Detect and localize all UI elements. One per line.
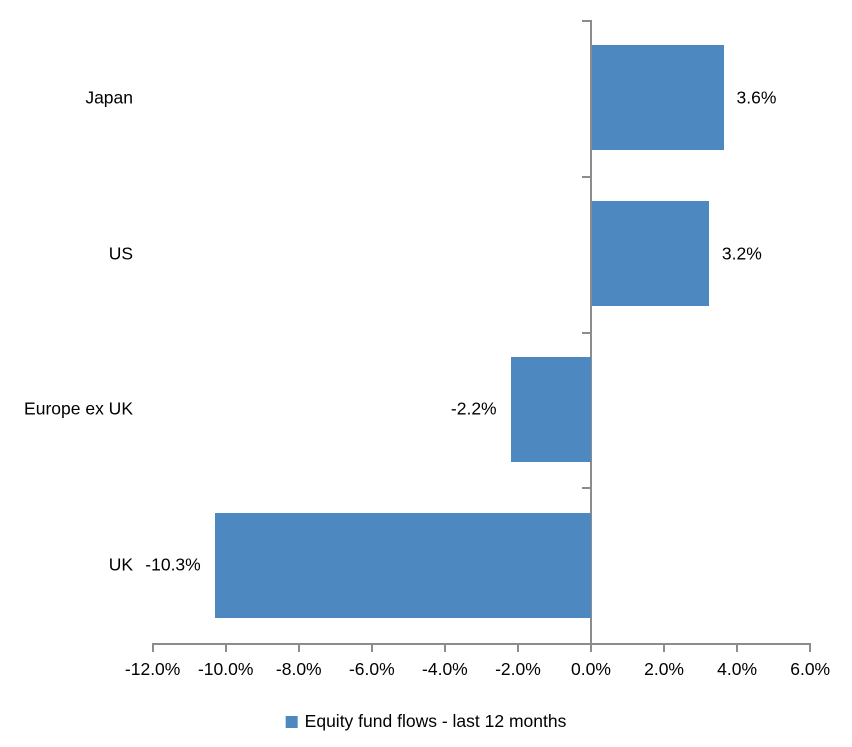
x-axis-tick xyxy=(663,643,666,652)
x-tick-label: 0.0% xyxy=(571,659,611,679)
bar-value-label: -2.2% xyxy=(450,398,497,419)
x-axis-tick xyxy=(809,643,812,652)
bar-value-label: -10.3% xyxy=(145,554,201,575)
bar-japan xyxy=(592,45,724,151)
bar-value-label: 3.2% xyxy=(721,243,762,264)
category-label: Japan xyxy=(85,87,133,108)
category-label: US xyxy=(108,243,133,264)
legend-swatch xyxy=(285,715,298,728)
x-axis-tick xyxy=(297,643,300,652)
y-axis-tick xyxy=(582,20,591,22)
x-tick-label: 4.0% xyxy=(717,659,758,679)
x-axis-tick xyxy=(516,643,519,652)
bar-uk xyxy=(214,512,591,618)
y-axis-tick xyxy=(582,487,591,490)
category-label: Europe ex UK xyxy=(24,398,133,419)
x-axis-tick xyxy=(370,643,373,652)
y-axis-line xyxy=(590,20,592,645)
x-tick-label: 6.0% xyxy=(790,659,831,679)
x-tick-label: -12.0% xyxy=(124,659,181,679)
x-tick-label: -6.0% xyxy=(348,659,395,679)
category-label: UK xyxy=(108,554,133,575)
x-tick-label: -2.0% xyxy=(495,659,541,679)
legend-label: Equity fund flows - last 12 months xyxy=(304,711,567,731)
x-tick-label: 2.0% xyxy=(644,659,684,679)
bar-value-label: 3.6% xyxy=(736,87,777,108)
x-tick-label: -4.0% xyxy=(422,659,468,679)
x-tick-label: -10.0% xyxy=(197,659,254,679)
y-axis-tick xyxy=(582,331,591,334)
x-axis-tick xyxy=(224,643,227,652)
bar-us xyxy=(592,201,709,307)
bar-europe-ex-uk xyxy=(510,356,591,462)
x-axis-line xyxy=(151,643,812,645)
x-axis-tick xyxy=(151,643,154,652)
x-axis-tick xyxy=(736,643,739,652)
x-tick-label: -8.0% xyxy=(275,659,322,679)
x-axis-tick xyxy=(590,643,592,652)
x-axis-tick xyxy=(443,643,446,652)
legend: Equity fund flows - last 12 months xyxy=(285,711,567,732)
y-axis-tick xyxy=(582,175,591,178)
